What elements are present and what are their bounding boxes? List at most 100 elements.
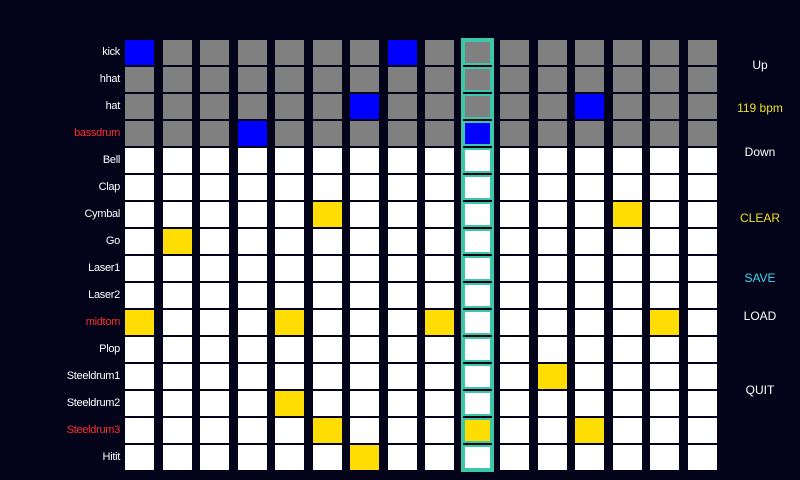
step-cell[interactable]: [575, 391, 604, 416]
step-cell[interactable]: [163, 337, 192, 362]
clear-button[interactable]: CLEAR: [739, 211, 780, 225]
step-cell[interactable]: [538, 283, 567, 308]
step-cell[interactable]: [500, 229, 529, 254]
step-cell[interactable]: [388, 256, 417, 281]
step-cell[interactable]: [313, 229, 342, 254]
step-cell[interactable]: [538, 67, 567, 92]
step-cell[interactable]: [538, 121, 567, 146]
step-cell[interactable]: [650, 40, 679, 65]
step-cell[interactable]: [163, 364, 192, 389]
step-cell[interactable]: [575, 310, 604, 335]
step-cell[interactable]: [538, 202, 567, 227]
step-cell[interactable]: [425, 283, 454, 308]
step-cell[interactable]: [388, 445, 417, 470]
step-cell[interactable]: [688, 418, 717, 443]
step-cell[interactable]: [313, 337, 342, 362]
step-cell[interactable]: [500, 202, 529, 227]
step-cell[interactable]: [650, 202, 679, 227]
step-cell[interactable]: [500, 40, 529, 65]
step-cell[interactable]: [200, 445, 229, 470]
step-cell[interactable]: [313, 364, 342, 389]
step-cell[interactable]: [575, 283, 604, 308]
step-cell[interactable]: [125, 337, 154, 362]
step-cell[interactable]: [650, 337, 679, 362]
step-cell[interactable]: [163, 418, 192, 443]
step-cell[interactable]: [688, 148, 717, 173]
step-cell[interactable]: [688, 229, 717, 254]
step-cell[interactable]: [163, 121, 192, 146]
step-cell[interactable]: [125, 364, 154, 389]
step-cell[interactable]: [425, 175, 454, 200]
step-cell[interactable]: [463, 445, 492, 470]
step-cell[interactable]: [388, 418, 417, 443]
step-cell[interactable]: [575, 418, 604, 443]
step-cell[interactable]: [238, 391, 267, 416]
step-cell[interactable]: [500, 364, 529, 389]
step-cell[interactable]: [275, 148, 304, 173]
tempo-up-button[interactable]: Up: [752, 58, 768, 72]
step-cell[interactable]: [313, 67, 342, 92]
step-cell[interactable]: [613, 148, 642, 173]
step-cell[interactable]: [275, 364, 304, 389]
step-cell[interactable]: [688, 283, 717, 308]
step-cell[interactable]: [613, 364, 642, 389]
step-cell[interactable]: [200, 175, 229, 200]
step-cell[interactable]: [613, 94, 642, 119]
step-cell[interactable]: [500, 256, 529, 281]
step-cell[interactable]: [313, 310, 342, 335]
step-cell[interactable]: [425, 256, 454, 281]
step-cell[interactable]: [313, 202, 342, 227]
step-cell[interactable]: [313, 391, 342, 416]
step-cell[interactable]: [125, 67, 154, 92]
step-cell[interactable]: [500, 148, 529, 173]
step-cell[interactable]: [688, 40, 717, 65]
step-cell[interactable]: [500, 445, 529, 470]
step-cell[interactable]: [238, 148, 267, 173]
step-cell[interactable]: [350, 445, 379, 470]
step-cell[interactable]: [425, 391, 454, 416]
step-cell[interactable]: [313, 121, 342, 146]
step-cell[interactable]: [313, 283, 342, 308]
step-cell[interactable]: [200, 310, 229, 335]
step-cell[interactable]: [425, 202, 454, 227]
step-cell[interactable]: [388, 94, 417, 119]
step-cell[interactable]: [275, 418, 304, 443]
step-cell[interactable]: [350, 202, 379, 227]
step-cell[interactable]: [388, 175, 417, 200]
step-cell[interactable]: [463, 94, 492, 119]
step-cell[interactable]: [275, 310, 304, 335]
step-cell[interactable]: [463, 310, 492, 335]
step-cell[interactable]: [163, 256, 192, 281]
step-cell[interactable]: [463, 283, 492, 308]
step-cell[interactable]: [650, 283, 679, 308]
step-cell[interactable]: [688, 364, 717, 389]
step-cell[interactable]: [613, 337, 642, 362]
step-cell[interactable]: [650, 364, 679, 389]
step-cell[interactable]: [613, 175, 642, 200]
quit-button[interactable]: QUIT: [745, 383, 775, 397]
step-cell[interactable]: [163, 445, 192, 470]
step-cell[interactable]: [425, 364, 454, 389]
step-cell[interactable]: [350, 67, 379, 92]
step-cell[interactable]: [388, 67, 417, 92]
step-cell[interactable]: [538, 40, 567, 65]
step-cell[interactable]: [238, 418, 267, 443]
step-cell[interactable]: [463, 202, 492, 227]
step-cell[interactable]: [650, 175, 679, 200]
step-cell[interactable]: [538, 310, 567, 335]
step-cell[interactable]: [200, 283, 229, 308]
step-cell[interactable]: [238, 337, 267, 362]
step-cell[interactable]: [463, 175, 492, 200]
step-cell[interactable]: [163, 67, 192, 92]
step-cell[interactable]: [500, 175, 529, 200]
step-cell[interactable]: [275, 94, 304, 119]
step-cell[interactable]: [125, 310, 154, 335]
step-cell[interactable]: [650, 67, 679, 92]
step-cell[interactable]: [463, 364, 492, 389]
step-cell[interactable]: [200, 94, 229, 119]
step-cell[interactable]: [350, 391, 379, 416]
step-cell[interactable]: [575, 94, 604, 119]
step-cell[interactable]: [650, 256, 679, 281]
step-cell[interactable]: [238, 94, 267, 119]
step-cell[interactable]: [688, 337, 717, 362]
